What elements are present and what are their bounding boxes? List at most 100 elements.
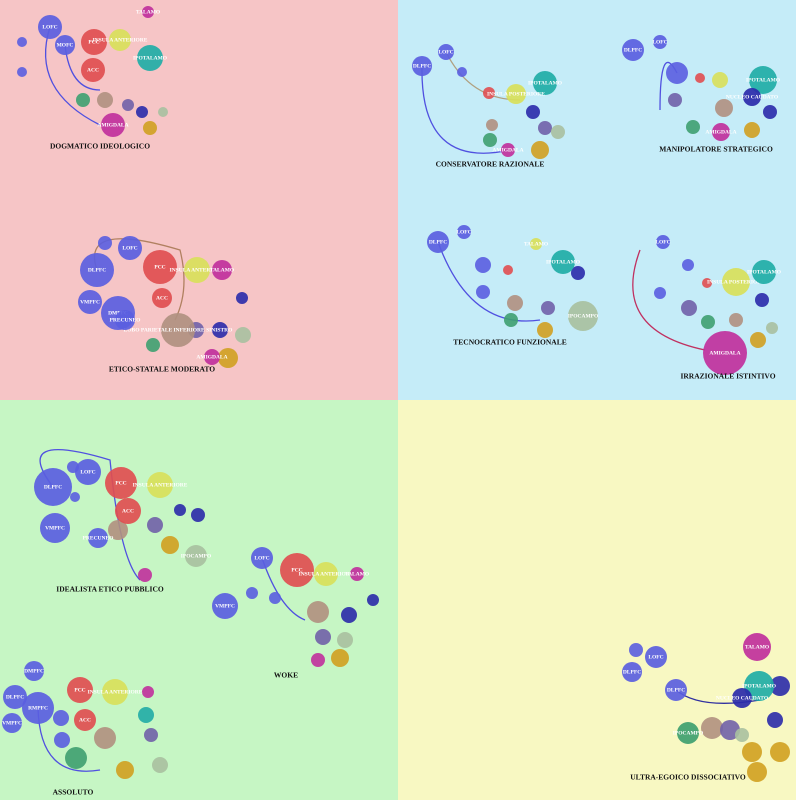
region-label: VMPFC bbox=[45, 525, 65, 531]
bubble bbox=[666, 62, 688, 84]
region-label: INSULA ANTERIORE bbox=[93, 37, 148, 43]
region-bubble bbox=[137, 45, 163, 71]
region-bubble bbox=[185, 545, 207, 567]
region-label: INSULA POSTERIORE bbox=[487, 91, 545, 97]
region-bubble bbox=[665, 679, 687, 701]
region-label: DLPFC bbox=[44, 484, 62, 490]
bubble bbox=[770, 742, 790, 762]
region-label: DMPFC bbox=[24, 668, 44, 674]
region-label: PRECUNEO bbox=[110, 317, 142, 323]
bubble bbox=[53, 710, 69, 726]
region-bubble bbox=[115, 310, 135, 330]
panel-title: ASSOLUTO bbox=[53, 788, 94, 797]
panel-title: ETICO-STATALE MODERATO bbox=[109, 365, 215, 374]
region-bubble bbox=[118, 236, 142, 260]
region-bubble bbox=[530, 238, 542, 250]
region-label: AMIGDALA bbox=[709, 350, 740, 356]
bubble bbox=[65, 747, 87, 769]
region-bubble bbox=[152, 288, 172, 308]
region-label: LOBO PARIETALE INFERIORE SINISTRO bbox=[124, 327, 233, 333]
bubble bbox=[246, 587, 258, 599]
bubble bbox=[750, 332, 766, 348]
bubble bbox=[747, 762, 767, 782]
quadrant bbox=[398, 400, 796, 800]
region-bubble bbox=[142, 6, 154, 18]
region-bubble bbox=[212, 260, 232, 280]
region-bubble bbox=[3, 685, 27, 709]
region-label: TALAMO bbox=[136, 9, 161, 15]
region-bubble bbox=[251, 547, 273, 569]
region-label: LOFC bbox=[456, 229, 471, 235]
region-label: TALAMO bbox=[524, 241, 549, 247]
bubble bbox=[54, 732, 70, 748]
bubble bbox=[763, 105, 777, 119]
region-label: LOFC bbox=[42, 24, 57, 30]
bubble bbox=[735, 728, 749, 742]
bubble bbox=[537, 322, 553, 338]
region-label: AMIGDALA bbox=[196, 354, 227, 360]
bubble bbox=[766, 322, 778, 334]
bubble bbox=[144, 728, 158, 742]
region-bubble bbox=[204, 349, 220, 365]
region-label: LOFC bbox=[655, 239, 670, 245]
region-label: INSULA ANTERIORE bbox=[299, 571, 354, 577]
bubble bbox=[76, 93, 90, 107]
region-label: AMIGDALA bbox=[492, 147, 523, 153]
region-bubble bbox=[656, 235, 670, 249]
region-label: DLPFC bbox=[6, 694, 24, 700]
region-label: DLPFC bbox=[88, 267, 106, 273]
region-label: IPOTALAMO bbox=[546, 259, 581, 265]
region-label: AMIGDALA bbox=[705, 129, 736, 135]
panel-title: IDEALISTA ETICO PUBBLICO bbox=[56, 585, 164, 594]
region-bubble bbox=[732, 688, 752, 708]
region-bubble bbox=[38, 15, 62, 39]
region-bubble bbox=[81, 58, 105, 82]
bubble bbox=[17, 37, 27, 47]
panel-title: DOGMATICO IDEOLOGICO bbox=[50, 142, 150, 151]
region-bubble bbox=[115, 498, 141, 524]
bubble bbox=[311, 653, 325, 667]
bubble bbox=[715, 99, 733, 117]
bubble bbox=[236, 292, 248, 304]
region-label: PCC bbox=[88, 39, 99, 45]
bubble bbox=[702, 278, 712, 288]
region-bubble bbox=[101, 113, 125, 137]
bubble bbox=[526, 105, 540, 119]
bubble bbox=[476, 285, 490, 299]
bubble bbox=[315, 629, 331, 645]
region-label: IPOTALAMO bbox=[747, 269, 782, 275]
region-label: TALAMO bbox=[210, 267, 235, 273]
bubble bbox=[367, 594, 379, 606]
panel-title: IRRAZIONALE ISTINTIVO bbox=[680, 372, 775, 381]
bubble bbox=[337, 632, 353, 648]
region-label: LOFC bbox=[438, 49, 453, 55]
region-label: DLPFC bbox=[429, 239, 447, 245]
bubble bbox=[341, 607, 357, 623]
region-bubble bbox=[67, 677, 93, 703]
bubble bbox=[136, 106, 148, 118]
region-bubble bbox=[749, 66, 777, 94]
region-bubble bbox=[34, 468, 72, 506]
region-label: VMPFC bbox=[80, 299, 100, 305]
region-bubble bbox=[622, 39, 644, 61]
region-label: INSULA ANTERIORE bbox=[133, 482, 188, 488]
region-label: DLPFC bbox=[623, 669, 641, 675]
bubble bbox=[686, 120, 700, 134]
bubble bbox=[161, 536, 179, 554]
region-label: LOFC bbox=[122, 245, 137, 251]
region-bubble bbox=[427, 231, 449, 253]
bubble bbox=[142, 686, 154, 698]
region-label: PCC bbox=[154, 264, 165, 270]
region-label: ACC bbox=[79, 717, 91, 723]
region-bubble bbox=[722, 268, 750, 296]
region-bubble bbox=[712, 123, 730, 141]
bubble bbox=[158, 107, 168, 117]
region-label: LOFC bbox=[652, 39, 667, 45]
region-bubble bbox=[744, 671, 774, 701]
bubble bbox=[138, 568, 152, 582]
region-label: PCC bbox=[115, 480, 126, 486]
panel-title: WOKE bbox=[274, 671, 298, 680]
region-bubble bbox=[533, 71, 557, 95]
bubble bbox=[504, 313, 518, 327]
bubble bbox=[269, 592, 281, 604]
